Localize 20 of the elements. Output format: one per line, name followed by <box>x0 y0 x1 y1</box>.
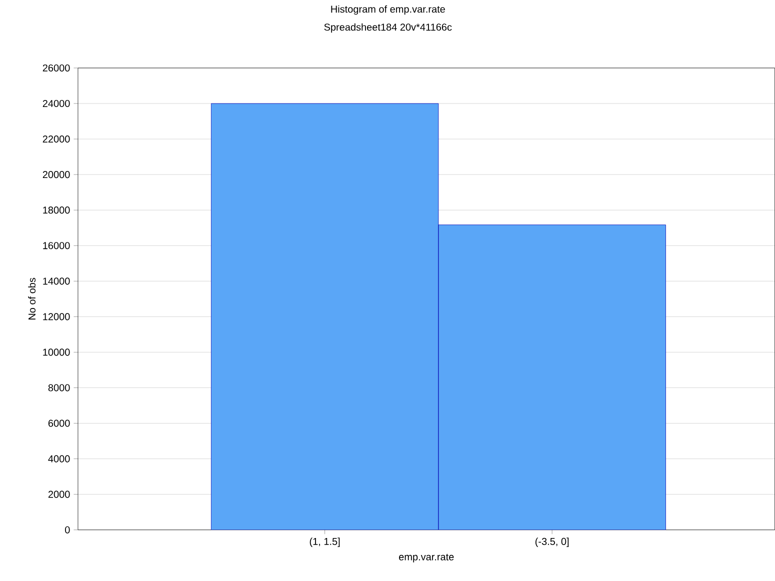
y-tick-label: 18000 <box>43 206 70 214</box>
y-tick-label: 26000 <box>42 64 70 72</box>
y-axis-title: No of obs <box>28 278 36 320</box>
y-tick-label: 16000 <box>43 242 70 250</box>
x-axis-title: emp.var.rate <box>399 554 454 562</box>
x-tick-label: (-3.5, 0] <box>535 538 569 548</box>
chart-title: Histogram of emp.var.rate <box>331 5 445 15</box>
y-tick-label: 22000 <box>42 136 70 143</box>
y-tick-label: 8000 <box>48 384 70 392</box>
y-tick-label: 14000 <box>43 278 70 285</box>
chart-subtitle: Spreadsheet184 20v*41166c <box>324 23 452 33</box>
y-tick-label: 12000 <box>43 313 70 320</box>
y-tick-label: 24000 <box>42 100 70 108</box>
y-tick-label: 20000 <box>42 171 70 178</box>
y-tick-label: 6000 <box>48 420 70 427</box>
y-tick-label: 10000 <box>43 348 70 356</box>
y-tick-label: 2000 <box>48 490 70 498</box>
y-tick-label: 0 <box>65 526 70 534</box>
x-tick-label: (1, 1.5] <box>310 538 340 548</box>
y-tick-label: 4000 <box>48 455 70 462</box>
